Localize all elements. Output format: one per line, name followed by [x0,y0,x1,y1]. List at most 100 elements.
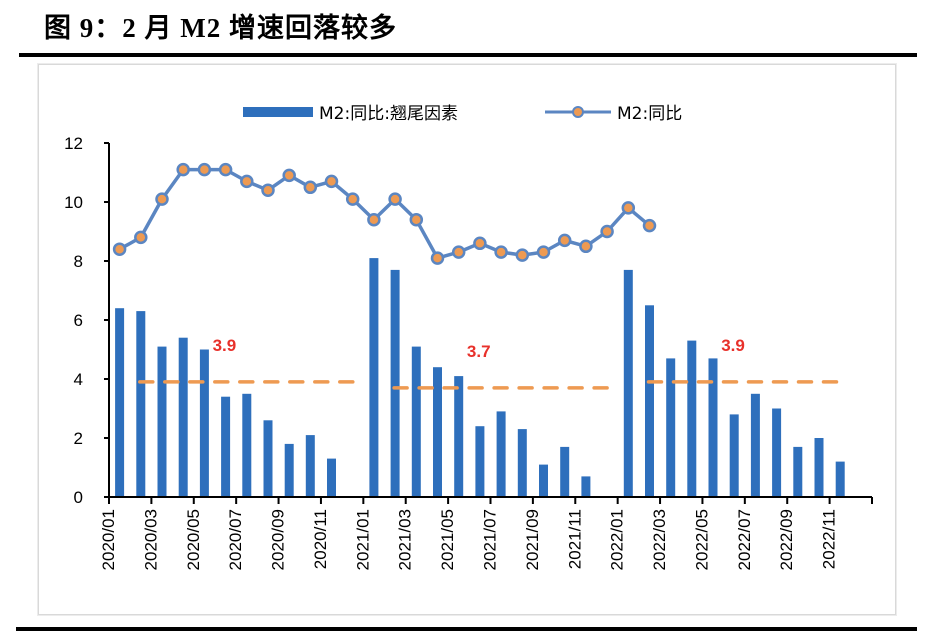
point-2021/05 [451,245,466,259]
point-2020/07 [240,174,254,189]
y-tick-label: 12 [64,134,83,153]
x-tick-label: 2022/09 [777,509,796,570]
x-tick-label: 2021/11 [565,509,584,569]
point-2020/04 [176,162,190,177]
x-tick-label: 2020/11 [311,509,330,569]
y-tick-label: 8 [74,252,83,271]
x-tick-label: 2022/11 [820,509,839,569]
point-2021/11 [579,239,593,254]
point-2021/12 [600,224,614,239]
bar-2020/08 [263,420,273,497]
chart-frame [38,64,896,615]
x-tick-label: 2020/03 [141,509,160,570]
bar-2020/04 [178,337,188,497]
x-tick-label: 2021/05 [438,509,457,570]
x-tick-label: 2022/05 [692,509,711,570]
bottom-rule-divider [16,627,917,631]
bar-2022/11 [835,461,845,497]
legend-line-marker [572,106,584,118]
x-tick-label: 2020/09 [269,509,288,570]
legend: M2:同比:翘尾因素 M2:同比 [243,104,682,124]
point-2021/01 [367,212,381,227]
bar-2021/10 [560,446,570,497]
legend-bar-swatch [243,107,313,117]
bar-2021/03 [411,346,421,497]
x-tick-label: 2020/05 [184,509,203,570]
point-2021/08 [515,248,530,262]
y-tick-label: 4 [74,370,83,389]
bar-2022/02 [645,305,654,498]
bar-2022/09 [793,446,803,497]
point-2021/04 [430,251,445,265]
line-series [112,162,657,265]
x-tick-label: 2021/03 [396,509,415,570]
bar-2020/05 [199,349,209,497]
bar-2021/08 [517,429,527,497]
top-rule-divider [19,53,917,57]
bar-2022/10 [814,438,824,497]
point-2021/09 [536,245,551,259]
bar-2020/01 [115,308,125,497]
bar-2021/04 [433,367,442,497]
line-m2-yoy [118,167,651,260]
point-2020/08 [261,183,275,197]
bar-2021/02 [390,269,400,497]
x-tick-label: 2022/01 [608,509,627,570]
y-tick-label: 10 [64,193,83,212]
x-tick-label: 2022/07 [735,509,754,570]
bar-2022/05 [708,358,718,497]
bar-2020/06 [221,396,231,497]
bar-2020/03 [157,346,167,497]
average-lines: 3.9 3.7 3.9 [138,336,845,390]
x-tick-label: 2020/01 [99,509,118,570]
bar-2022/04 [687,340,697,497]
point-2022/02 [642,218,657,233]
x-tick-label: 2020/07 [226,509,245,570]
bar-2022/08 [772,408,782,497]
bar-2020/07 [242,393,252,498]
average-label-3: 3.9 [721,336,745,355]
y-tick-label: 6 [74,311,83,330]
bar-2022/06 [729,414,739,497]
point-2021/03 [409,212,424,227]
point-2020/05 [197,162,212,177]
bar-2020/09 [284,443,294,497]
bar-2021/05 [454,376,464,497]
point-2020/03 [155,192,169,206]
point-2021/10 [557,233,572,248]
point-2021/06 [473,236,487,251]
bar-2020/11 [327,458,336,497]
x-tick-label: 2022/03 [650,509,669,570]
bar-2020/02 [136,311,146,497]
legend-label-bar: M2:同比:翘尾因素 [319,104,458,124]
x-tick-label: 2021/01 [353,509,372,570]
point-2020/01 [112,242,127,256]
point-2020/12 [345,192,360,206]
bar-2021/06 [475,426,485,497]
y-tick-label: 0 [74,488,83,507]
average-label-2: 3.7 [467,342,491,361]
x-tick-label: 2021/09 [523,509,542,570]
bar-2022/07 [750,393,760,498]
x-tick-label: 2021/07 [481,509,500,570]
point-2020/02 [134,230,148,245]
point-2022/01 [621,201,636,215]
legend-label-line: M2:同比 [617,104,682,124]
point-2020/11 [324,174,339,189]
point-2020/09 [282,168,296,183]
point-2020/10 [303,180,318,195]
bar-2020/10 [305,435,315,497]
bar-2021/11 [581,476,591,497]
bar-2022/03 [666,358,676,497]
bar-2021/07 [496,411,506,497]
y-tick-label: 2 [74,429,83,448]
bar-series [115,258,845,498]
point-2020/06 [218,162,233,177]
bar-2021/09 [539,464,548,497]
axes: 0 2 4 6 8 10 12 2020/01 2020/03 2020/05 2020/07 202… [64,134,873,570]
point-2021/02 [388,192,402,206]
bar-2022/01 [623,269,633,497]
point-2021/07 [494,245,508,259]
average-label-1: 3.9 [213,336,237,355]
